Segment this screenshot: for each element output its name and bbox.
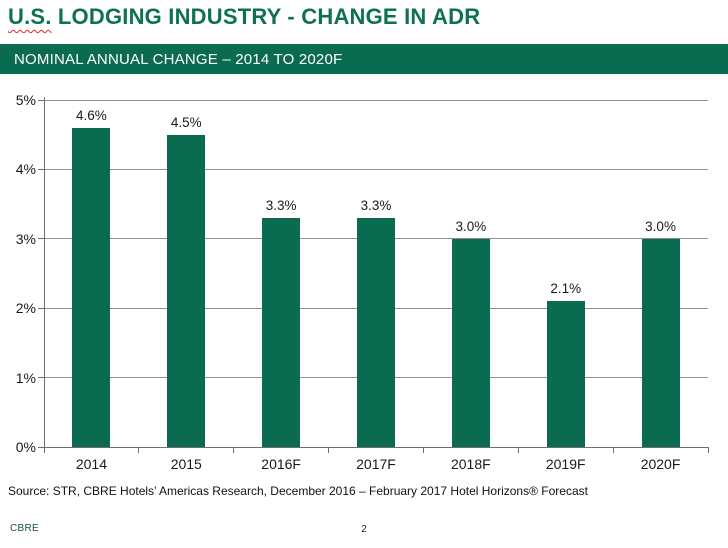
bar-2015 [167, 134, 206, 447]
subtitle-banner-label: NOMINAL ANNUAL CHANGE – 2014 TO 2020F [14, 50, 343, 68]
x-axis-label-2015: 2015 [170, 456, 202, 472]
bar-value-label-2016F: 3.3% [265, 197, 297, 213]
y-axis-tick [38, 446, 44, 448]
y-axis-tick-label: 0% [15, 439, 36, 455]
footer-brand-logo: CBRE [10, 523, 39, 534]
y-axis-tick [38, 238, 44, 240]
x-axis-label-2018F: 2018F [450, 456, 491, 472]
y-axis-tick-label: 5% [15, 92, 36, 108]
bar-value-label-2015: 4.5% [170, 114, 202, 130]
bar-2017F [357, 217, 395, 447]
x-axis-label-2016F: 2016F [261, 456, 301, 472]
page-title: U.S. LODGING INDUSTRY - CHANGE IN ADR [8, 4, 480, 30]
bar-2020F [641, 238, 680, 447]
x-axis-label-2019F: 2019F [545, 456, 586, 472]
y-axis-tick-label: 3% [15, 230, 36, 247]
bar-value-label-2020F: 3.0% [645, 218, 676, 234]
y-axis-tick [38, 168, 44, 170]
y-axis [44, 97, 45, 453]
page-title-rest-segment: LODGING INDUSTRY - CHANGE IN ADR [51, 4, 481, 29]
x-axis-tick [422, 447, 424, 453]
y-axis-tick-label: 2% [15, 300, 36, 317]
bar-value-label-2019F: 2.1% [550, 281, 582, 297]
footer-page-number: 2 [361, 524, 367, 535]
y-axis-tick [38, 99, 44, 101]
bar-2016F [262, 217, 301, 447]
bar-2019F [546, 301, 585, 447]
x-axis-label-2017F: 2017F [356, 456, 396, 472]
bar-value-label-2018F: 3.0% [455, 218, 487, 234]
x-axis-tick [517, 447, 519, 453]
x-axis-tick [138, 447, 140, 453]
y-axis-tick [38, 307, 44, 309]
source-citation: Source: STR, CBRE Hotels’ Americas Resea… [8, 484, 588, 498]
page-title-us-segment: U.S. [8, 4, 52, 29]
x-axis-label-2020F: 2020F [640, 456, 681, 472]
x-axis-tick [707, 447, 709, 453]
x-axis-label-2014: 2014 [75, 456, 107, 472]
y-axis-tick-label: 4% [15, 161, 36, 178]
gridline-4% [44, 168, 708, 170]
x-axis-tick [328, 447, 330, 453]
bar-value-label-2014: 4.6% [76, 107, 107, 123]
gridline-5% [44, 99, 708, 101]
bar-value-label-2017F: 3.3% [360, 197, 392, 213]
bar-2014 [72, 127, 111, 447]
y-axis-tick-label: 1% [15, 369, 36, 386]
x-axis [44, 446, 708, 448]
x-axis-tick [233, 447, 235, 453]
bar-2018F [451, 238, 490, 447]
subtitle-banner: NOMINAL ANNUAL CHANGE – 2014 TO 2020F [0, 44, 728, 74]
y-axis-tick [38, 377, 44, 379]
x-axis-tick [612, 447, 614, 453]
